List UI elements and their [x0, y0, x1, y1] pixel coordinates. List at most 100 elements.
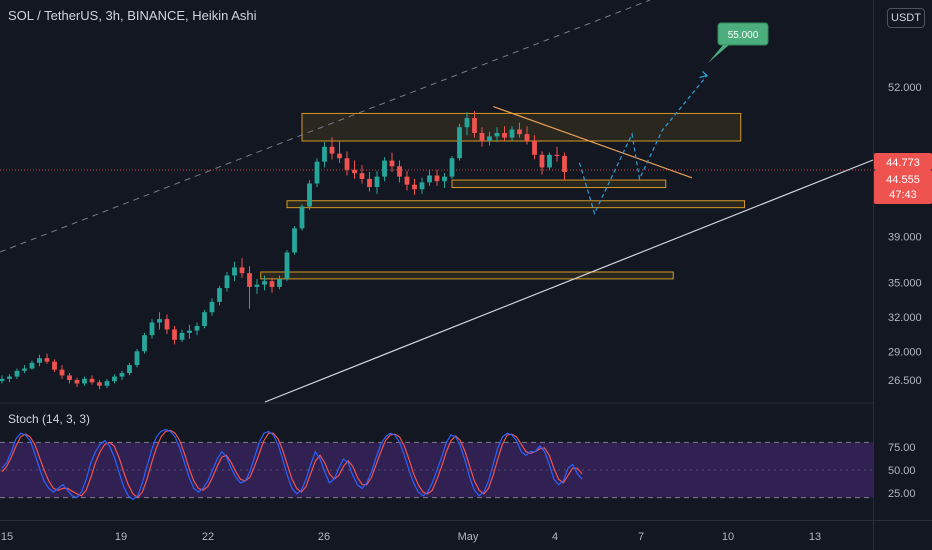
candle-body — [404, 176, 410, 185]
stoch-tick-label: 50.00 — [888, 465, 916, 477]
candle-body — [74, 380, 80, 384]
candle-body — [277, 278, 282, 287]
date-tick-label: 26 — [318, 531, 330, 543]
candles — [0, 111, 567, 390]
stoch-tick-label: 75.00 — [888, 442, 916, 454]
candle-body — [14, 370, 20, 377]
candle-body — [554, 154, 560, 156]
candle-body — [217, 288, 222, 302]
candle-body — [202, 312, 207, 326]
descending-resistance-line — [493, 105, 693, 179]
candle-body — [442, 176, 447, 182]
zone-support — [286, 200, 745, 209]
candle-body — [239, 267, 245, 274]
candle-body — [517, 129, 522, 135]
zone-support-upper — [451, 179, 667, 189]
stoch-label[interactable]: Stoch (14, 3, 3) — [8, 412, 91, 426]
candle-body — [22, 368, 27, 371]
candle-body — [0, 378, 5, 382]
candle-body — [502, 132, 507, 138]
candle-body — [44, 358, 50, 362]
candle-body — [112, 376, 117, 382]
date-tick-label: 19 — [115, 531, 127, 543]
projection-path: 55.000 — [578, 22, 769, 216]
candle-body — [82, 378, 87, 384]
candle-body — [329, 146, 335, 154]
projection-path-line — [578, 75, 708, 216]
zones — [260, 112, 745, 280]
candle-body — [89, 378, 95, 383]
stoch-k-line — [1, 428, 583, 501]
candle-body — [307, 183, 312, 207]
candle-body — [464, 118, 470, 128]
date-tick-label: 22 — [202, 531, 214, 543]
candle-body — [224, 275, 230, 289]
candle-body — [449, 158, 455, 177]
candle-body — [374, 176, 380, 187]
candle-body — [179, 332, 185, 340]
candle-body — [52, 361, 57, 370]
candle-body — [127, 365, 132, 374]
candle-body — [142, 335, 147, 352]
price-tick-label: 26.500 — [888, 375, 922, 387]
high-price-badge — [874, 153, 932, 171]
stoch-lines — [1, 428, 583, 501]
last-price-label: 44.555 — [886, 174, 920, 186]
candle-body — [172, 329, 177, 340]
target-label: 55.000 — [728, 30, 759, 41]
candle-body — [419, 182, 425, 190]
candle-body — [389, 160, 395, 167]
axes: 52.000 39.000 35.000 32.000 29.000 26.500 44.7… — [1, 82, 932, 543]
date-tick-label: May — [458, 531, 479, 543]
high-price-label: 44.773 — [886, 157, 920, 169]
candle-body — [284, 252, 290, 279]
target-badge-pointer — [708, 45, 729, 63]
candle-body — [412, 184, 417, 190]
ascending-support-line — [264, 159, 874, 403]
candle-body — [337, 153, 342, 159]
candle-body — [292, 228, 297, 253]
candle-body — [397, 166, 402, 177]
candle-body — [539, 154, 545, 168]
date-tick-label: 10 — [722, 531, 734, 543]
candle-body — [472, 118, 477, 133]
candle-body — [344, 158, 350, 170]
candle-body — [149, 322, 155, 336]
currency-button[interactable]: USDT — [887, 8, 925, 28]
candle-body — [314, 161, 320, 184]
candle-body — [134, 351, 140, 366]
candle-body — [322, 146, 327, 162]
candle-body — [487, 136, 492, 142]
candle-body — [524, 134, 530, 142]
candle-body — [209, 301, 215, 313]
symbol-title[interactable]: SOL / TetherUS, 3h, BINANCE, Heikin Ashi — [8, 8, 257, 23]
candle-body — [29, 362, 35, 369]
date-tick-label: 4 — [552, 531, 558, 543]
countdown-label: 47:43 — [889, 189, 917, 201]
candle-body — [187, 330, 192, 333]
candle-body — [359, 173, 365, 179]
stoch-tick-label: 25.00 — [888, 488, 916, 500]
candle-body — [247, 273, 252, 287]
candle-body — [67, 375, 72, 380]
candle-body — [164, 319, 170, 330]
candle-body — [37, 358, 42, 363]
candle-body — [262, 281, 267, 285]
zone-resistance — [301, 112, 742, 142]
candle-body — [479, 132, 485, 142]
date-tick-label: 15 — [1, 531, 13, 543]
candle-body — [7, 376, 12, 379]
candle-body — [494, 132, 500, 137]
candle-body — [97, 382, 102, 386]
candle-body — [427, 175, 432, 183]
candle-body — [562, 155, 567, 173]
date-tick-label: 7 — [638, 531, 644, 543]
candle-body — [59, 369, 65, 376]
candle-body — [299, 206, 305, 229]
candle-body — [269, 281, 275, 287]
candle-body — [119, 373, 125, 377]
candle-body — [434, 175, 440, 182]
candle-body — [157, 319, 162, 323]
date-tick-label: 13 — [809, 531, 821, 543]
